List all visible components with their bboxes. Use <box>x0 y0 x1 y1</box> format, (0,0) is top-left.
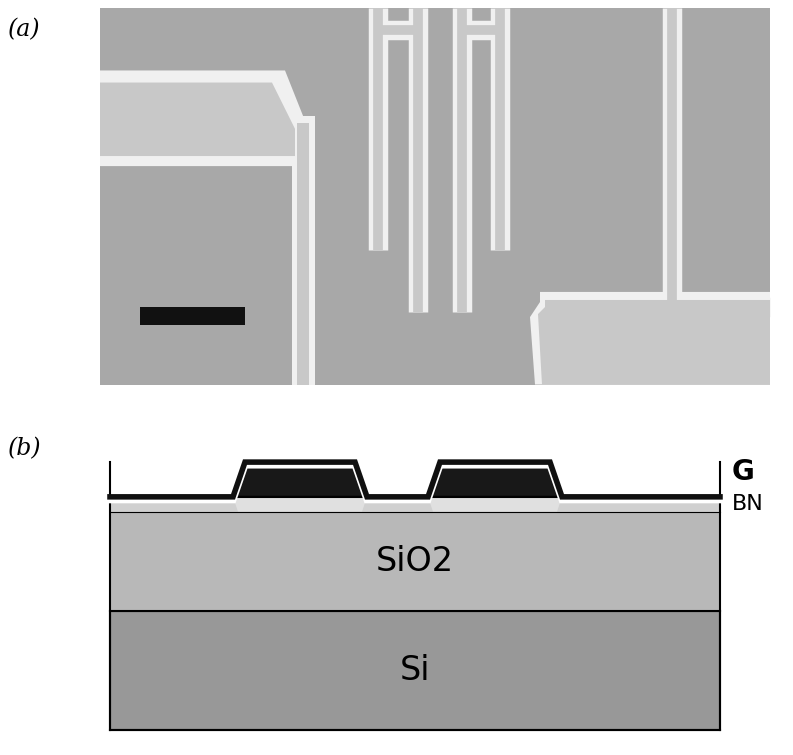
Polygon shape <box>428 462 562 497</box>
Text: (a): (a) <box>8 18 40 41</box>
Bar <box>100 8 770 384</box>
Bar <box>140 307 245 325</box>
Text: Si: Si <box>400 654 431 687</box>
Text: (b): (b) <box>8 437 41 461</box>
Bar <box>110 497 720 611</box>
Bar <box>110 497 720 512</box>
Bar <box>292 116 315 384</box>
Text: SiO2: SiO2 <box>376 545 454 578</box>
Polygon shape <box>530 292 770 384</box>
Bar <box>297 123 309 384</box>
Polygon shape <box>428 497 562 512</box>
Text: BN: BN <box>732 495 764 514</box>
Polygon shape <box>233 497 367 512</box>
Bar <box>110 611 720 730</box>
Text: G: G <box>732 458 755 485</box>
Polygon shape <box>538 300 770 384</box>
Polygon shape <box>233 462 367 497</box>
Polygon shape <box>100 70 305 166</box>
Polygon shape <box>100 82 295 156</box>
